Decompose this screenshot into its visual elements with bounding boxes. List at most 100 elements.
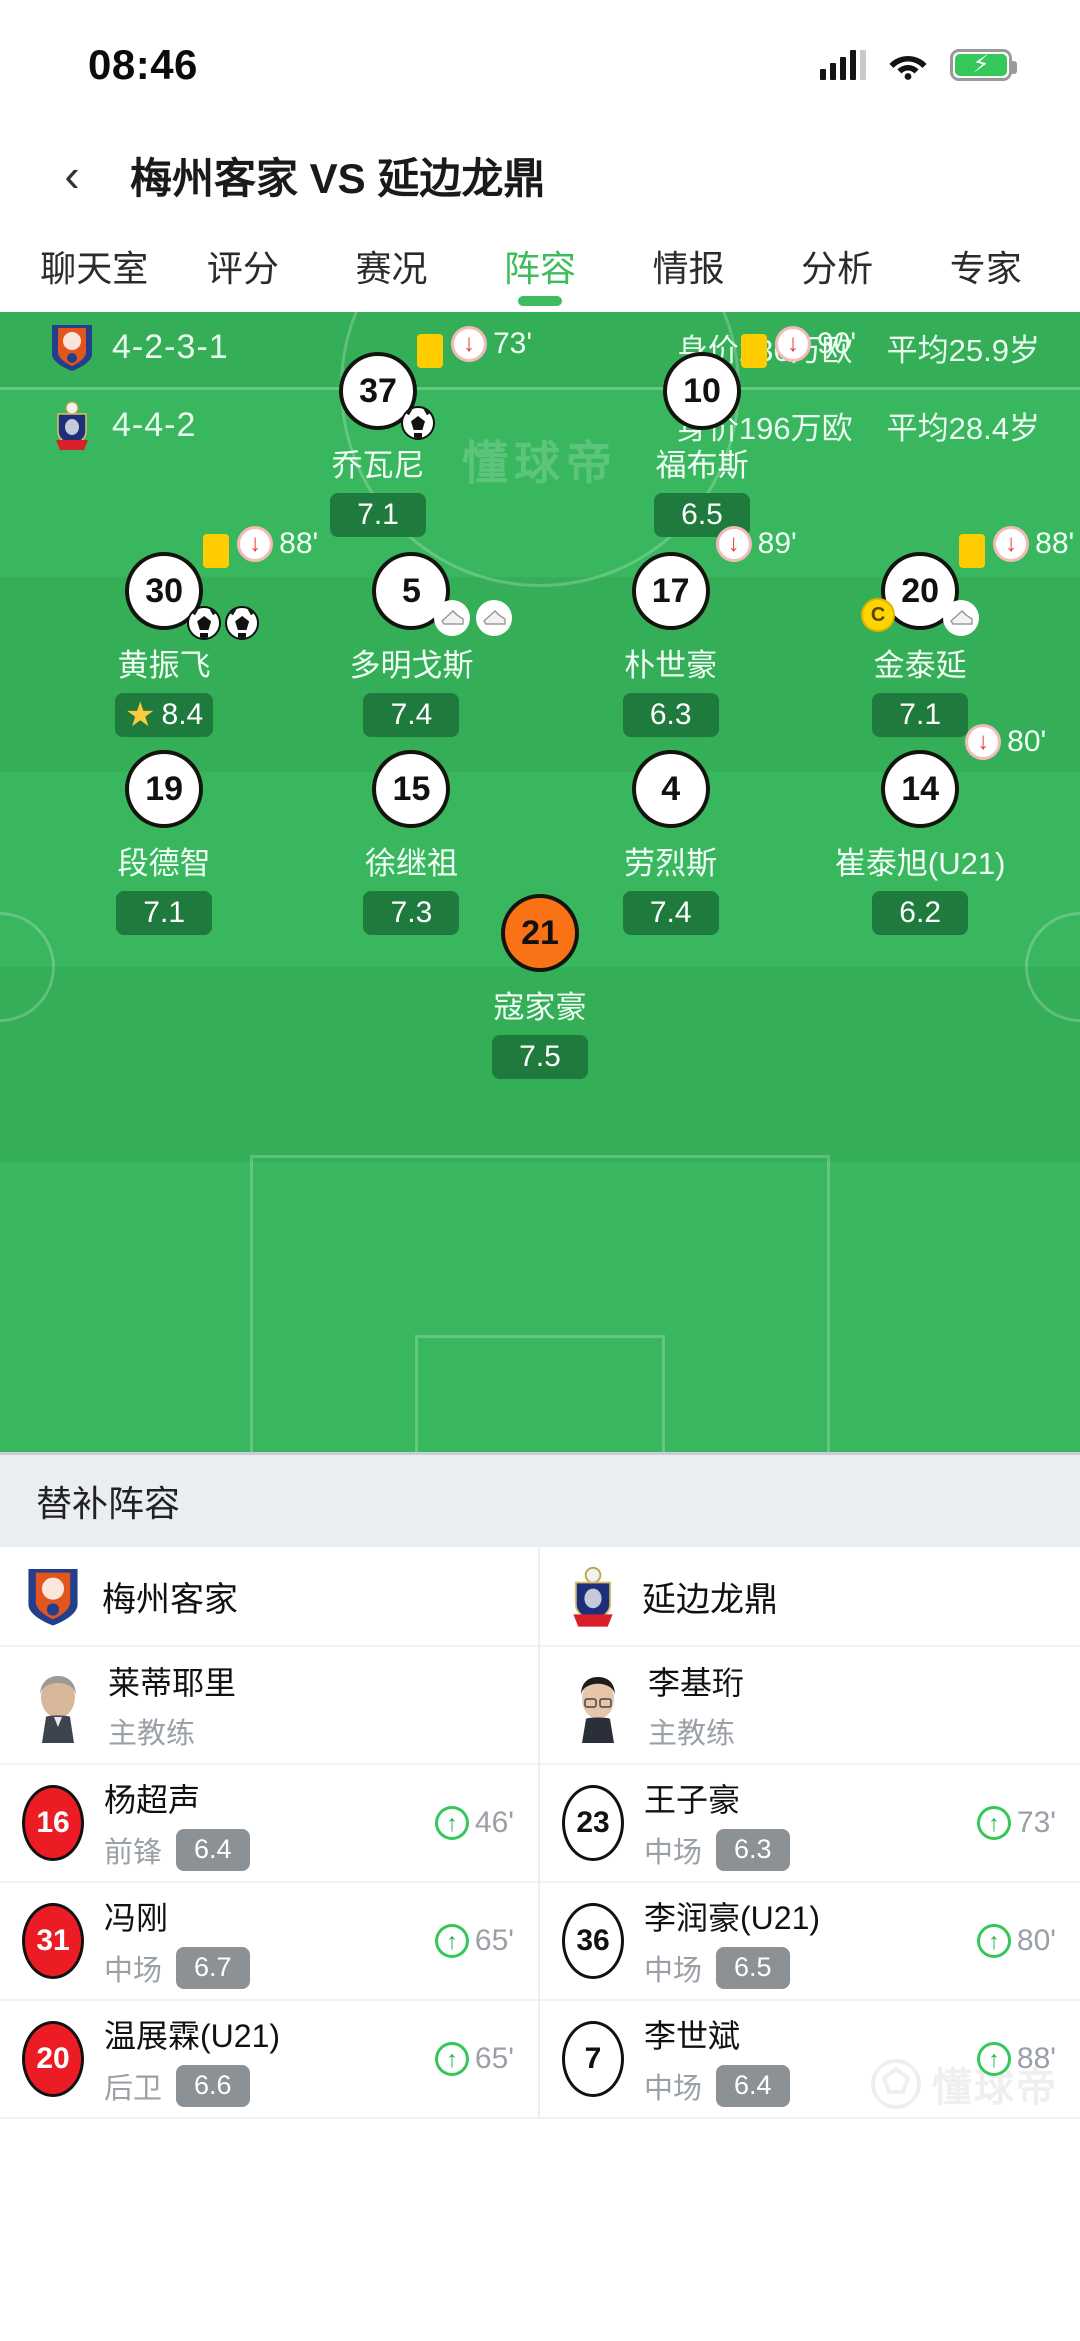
player-rating: 7.5 xyxy=(492,1035,588,1079)
away-formation-row: 4-4-2 身价196万欧 平均28.4岁 xyxy=(0,394,1080,456)
status-time: 08:46 xyxy=(88,41,198,88)
player-disc-wrap: 21 xyxy=(501,894,579,972)
tab-match[interactable]: 赛况 xyxy=(355,248,428,289)
away-team-row[interactable]: 延边龙鼎 xyxy=(540,1547,1080,1647)
sub-in-group: ↑ 73' xyxy=(976,1806,1056,1840)
substitute-number: 16 xyxy=(22,1785,84,1861)
goal-icon xyxy=(225,606,260,640)
mvp-star-icon: ★ xyxy=(125,696,156,734)
pitch-player-37[interactable]: 37 ↓ 73' 乔瓦尼 7.1 xyxy=(248,326,532,537)
title-bar: ‹ 梅州客家 VS 延边龙鼎 xyxy=(0,130,1080,220)
player-name: 福布斯 xyxy=(655,448,749,483)
pitch-player-15[interactable]: 15 徐继祖 7.3 xyxy=(281,750,541,935)
yellow-card-icon xyxy=(959,534,986,568)
substitute-name: 冯刚 xyxy=(104,1900,169,1936)
substitute-rating: 6.4 xyxy=(176,1829,250,1871)
player-number: 21 xyxy=(501,894,579,972)
player-disc-wrap: 14 ↓ 80' xyxy=(881,724,1046,828)
assist-icon xyxy=(476,600,513,636)
player-name: 乔瓦尼 xyxy=(331,448,425,483)
pitch-player-19[interactable]: 19 段德智 7.1 xyxy=(34,750,294,935)
sub-in-group: ↑ 46' xyxy=(434,1806,514,1840)
yanbian-longding-crest-icon xyxy=(56,401,88,450)
player-rating: 7.4 xyxy=(622,891,719,935)
pitch-player-20[interactable]: 20 C ↓ 88' 金泰延 7.1 xyxy=(790,526,1074,737)
sub-in-group: ↑ 65' xyxy=(434,2042,514,2076)
substitute-number: 20 xyxy=(22,2021,84,2097)
tab-info[interactable]: 情报 xyxy=(652,248,725,289)
substitute-info: 李世斌 中场 6.4 xyxy=(644,2011,957,2107)
player-number: 19 xyxy=(125,750,204,828)
player-number: 14 xyxy=(881,750,960,828)
sub-in-minute: 65' xyxy=(474,2042,514,2075)
pitch-player-4[interactable]: 4 劳烈斯 7.4 xyxy=(541,750,801,935)
substitute-row[interactable]: 31 冯刚 中场 6.7 ↑ 65' xyxy=(0,1883,538,2001)
pitch-player-17[interactable]: 17 ↓ 89' 朴世豪 6.3 xyxy=(541,526,801,737)
yellow-card-icon xyxy=(203,534,230,568)
player-name: 多明戈斯 xyxy=(349,648,474,683)
substitute-position: 前锋 xyxy=(104,1837,163,1869)
substitute-info: 杨超声 前锋 6.4 xyxy=(104,1775,415,1871)
pitch-player-10[interactable]: 10 ↓ 90' 福布斯 6.5 xyxy=(572,326,856,537)
sub-out-minute: 88' xyxy=(279,527,319,560)
substitute-number: 7 xyxy=(562,2021,624,2097)
player-name: 朴世豪 xyxy=(624,648,718,683)
sub-in-group: ↑ 88' xyxy=(976,2042,1056,2076)
substitute-rating: 6.5 xyxy=(716,1947,790,1989)
sub-out-group: ↓ 89' xyxy=(715,526,797,562)
battery-charging-icon: ⚡ xyxy=(950,49,1017,81)
home-team-row[interactable]: 梅州客家 xyxy=(0,1547,538,1647)
wifi-icon xyxy=(888,50,928,80)
home-coach-row[interactable]: 莱蒂耶里 主教练 xyxy=(0,1647,538,1765)
substitutes-grid: 梅州客家 莱蒂耶里 主教练 16 杨超声 前锋 6.4 ↑ 46' 31 冯刚 中场 6.7 ↑ 65… xyxy=(0,1547,1080,2119)
pitch-player-30[interactable]: 30 ↓ 88' 黄振飞 ★ 8.4 xyxy=(34,526,318,737)
substitute-row[interactable]: 16 杨超声 前锋 6.4 ↑ 46' xyxy=(0,1765,538,1883)
status-bar: 08:46 ⚡ xyxy=(0,0,1080,130)
sub-out-icon: ↓ xyxy=(451,326,487,362)
meizhou-hakka-crest-icon xyxy=(52,325,92,371)
tab-rating[interactable]: 评分 xyxy=(206,248,279,289)
home-team-name: 梅州客家 xyxy=(102,1580,238,1619)
player-disc-wrap: 20 C ↓ 88' xyxy=(861,526,1074,636)
player-disc-wrap: 30 ↓ 88' xyxy=(125,526,318,640)
substitute-name: 李世斌 xyxy=(644,2018,741,2054)
substitute-row[interactable]: 20 温展霖(U21) 后卫 6.6 ↑ 65' xyxy=(0,2001,538,2119)
yellow-card-icon xyxy=(417,334,443,368)
away-formation: 4-4-2 xyxy=(112,405,197,444)
sub-out-group: ↓ 90' xyxy=(775,326,856,362)
player-number: 10 xyxy=(663,352,741,430)
sub-out-group: ↓ 73' xyxy=(451,326,532,362)
sub-out-icon: ↓ xyxy=(965,724,1002,760)
sub-out-icon: ↓ xyxy=(775,326,811,362)
player-name: 寇家豪 xyxy=(493,990,587,1025)
substitute-row[interactable]: 23 王子豪 中场 6.3 ↑ 73' xyxy=(540,1765,1080,1883)
sub-in-minute: 80' xyxy=(1016,1924,1056,1957)
goals-group xyxy=(401,406,435,440)
away-coach-role: 主教练 xyxy=(648,1718,736,1750)
substitute-number: 23 xyxy=(562,1785,624,1861)
pitch-player-21[interactable]: 21 寇家豪 7.5 xyxy=(410,894,670,1079)
tab-analysis[interactable]: 分析 xyxy=(801,248,874,289)
yanbian-longding-crest-icon xyxy=(573,1566,613,1627)
pitch-player-5[interactable]: 5 多明戈斯 7.4 xyxy=(281,552,541,737)
pitch: 懂球帝 4-2-3-1 身价236万欧 平均25.9岁 4-4-2 身价196万… xyxy=(0,312,1080,1452)
goal-icon xyxy=(401,406,435,440)
substitute-info: 温展霖(U21) 后卫 6.6 xyxy=(104,2011,415,2107)
pitch-player-14[interactable]: 14 ↓ 80' 崔泰旭(U21) 6.2 xyxy=(790,724,1050,935)
sub-out-minute: 90' xyxy=(817,327,857,360)
player-disc-wrap: 10 ↓ 90' xyxy=(663,326,856,430)
away-coach-row[interactable]: 李基珩 主教练 xyxy=(540,1647,1080,1765)
home-formation-row: 4-2-3-1 身价236万欧 平均25.9岁 xyxy=(0,316,1080,378)
substitute-rating: 6.3 xyxy=(716,1829,790,1871)
substitute-row[interactable]: 36 李润豪(U21) 中场 6.5 ↑ 80' xyxy=(540,1883,1080,2001)
sub-out-minute: 73' xyxy=(493,327,533,360)
tab-expert[interactable]: 专家 xyxy=(949,248,1022,289)
tab-chatroom[interactable]: 聊天室 xyxy=(40,248,149,289)
home-formation: 4-2-3-1 xyxy=(112,327,229,366)
player-rating: 7.4 xyxy=(363,693,460,737)
back-chevron-icon[interactable]: ‹ xyxy=(64,149,80,201)
sub-out-group: ↓ 80' xyxy=(965,724,1046,760)
substitute-name: 温展霖(U21) xyxy=(104,2018,281,2054)
substitute-row[interactable]: 7 李世斌 中场 6.4 ↑ 88' xyxy=(540,2001,1080,2119)
tab-lineup[interactable]: 阵容 xyxy=(466,220,615,312)
